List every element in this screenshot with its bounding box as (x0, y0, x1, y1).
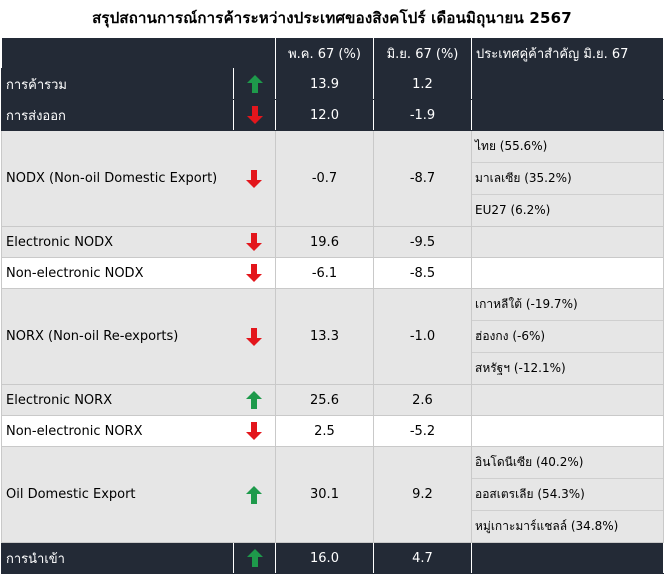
indicator-label: Electronic NODX (1, 226, 234, 258)
trend-cell (233, 257, 276, 289)
header-key-partners: ประเทศคู่ค้าสำคัญ มิ.ย. 67 (471, 38, 664, 69)
down-arrow-icon (246, 106, 263, 124)
trend-cell (233, 384, 276, 416)
partner-item: หมู่เกาะมาร์แชลล์ (34.8%) (475, 519, 619, 533)
partner-item: สหรัฐฯ (-12.1%) (475, 361, 566, 375)
trend-cell (233, 226, 276, 258)
table-row: NORX (Non-oil Re-exports) 13.3 -1.0 เกาหลีใ… (1, 288, 664, 385)
trend-cell (233, 415, 276, 447)
trend-cell (233, 446, 276, 543)
key-partners-cell (471, 257, 664, 289)
trade-summary-table: พ.ค. 67 (%) มิ.ย. 67 (%) ประเทศคู่ค้าสำค… (1, 38, 664, 574)
up-arrow-icon (246, 75, 263, 93)
down-arrow-icon (246, 422, 263, 440)
down-arrow-icon (246, 327, 263, 346)
indicator-label: Non-electronic NODX (1, 257, 234, 289)
table-row: Electronic NORX 25.6 2.6 (1, 384, 664, 416)
may-67-value: 19.6 (275, 226, 374, 258)
may-67-value: 25.6 (275, 384, 374, 416)
table-row: Non-electronic NODX -6.1 -8.5 (1, 257, 664, 289)
key-partners-cell (471, 226, 664, 258)
key-partners-cell (471, 384, 664, 416)
key-partners-cell (471, 99, 664, 131)
jun-67-value: -8.5 (373, 257, 472, 289)
may-67-value: 13.3 (275, 288, 374, 385)
table-row: Electronic NODX 19.6 -9.5 (1, 226, 664, 258)
key-partners-cell (471, 415, 664, 447)
table-row: การส่งออก 12.0 -1.9 (1, 99, 664, 131)
partner-item: อินโดนีเซีย (40.2%) (472, 447, 663, 479)
partner-item: EU27 (6.2%) (475, 203, 551, 217)
key-partners-cell: อินโดนีเซีย (40.2%) ออสเตรเลีย (54.3%) หมู… (471, 446, 664, 543)
trend-cell (233, 130, 276, 227)
may-67-value: 30.1 (275, 446, 374, 543)
may-67-value: 16.0 (275, 542, 374, 574)
key-partners-cell: เกาหลีใต้ (-19.7%) ฮ่องกง (-6%) สหรัฐฯ (-1… (471, 288, 664, 385)
indicator-label: NODX (Non-oil Domestic Export) (1, 130, 234, 227)
page-title: สรุปสถานการณ์การค้าระหว่างประเทศของสิงคโ… (92, 9, 572, 27)
partner-item: ออสเตรเลีย (54.3%) (472, 479, 663, 511)
jun-67-value: 2.6 (373, 384, 472, 416)
may-67-value: 2.5 (275, 415, 374, 447)
table-row: Oil Domestic Export 30.1 9.2 อินโดนีเซีย (4… (1, 446, 664, 543)
indicator-label: การนำเข้า (1, 542, 234, 574)
may-67-value: -0.7 (275, 130, 374, 227)
indicator-label: Oil Domestic Export (1, 446, 234, 543)
may-67-value: -6.1 (275, 257, 374, 289)
indicator-label: Non-electronic NORX (1, 415, 234, 447)
jun-67-value: -5.2 (373, 415, 472, 447)
header-indicator (1, 38, 276, 69)
jun-67-value: -1.0 (373, 288, 472, 385)
table-row: การค้ารวม 13.9 1.2 (1, 68, 664, 100)
indicator-label: การค้ารวม (1, 68, 234, 100)
partner-item: ฮ่องกง (-6%) (472, 321, 663, 353)
trend-cell (233, 99, 276, 131)
down-arrow-icon (246, 169, 263, 188)
down-arrow-icon (246, 233, 263, 251)
table-row: Non-electronic NORX 2.5 -5.2 (1, 415, 664, 447)
trend-cell (233, 288, 276, 385)
key-partners-cell (471, 68, 664, 100)
indicator-label: การส่งออก (1, 99, 234, 131)
may-67-value: 12.0 (275, 99, 374, 131)
jun-67-value: 9.2 (373, 446, 472, 543)
indicator-label: NORX (Non-oil Re-exports) (1, 288, 234, 385)
table-row: การนำเข้า 16.0 4.7 (1, 542, 664, 574)
trend-cell (233, 68, 276, 100)
partner-item: มาเลเซีย (35.2%) (472, 163, 663, 195)
jun-67-value: -8.7 (373, 130, 472, 227)
header-jun-67: มิ.ย. 67 (%) (373, 38, 472, 69)
may-67-value: 13.9 (275, 68, 374, 100)
table-row: NODX (Non-oil Domestic Export) -0.7 -8.7 ไท… (1, 130, 664, 227)
jun-67-value: -9.5 (373, 226, 472, 258)
key-partners-cell (471, 542, 664, 574)
down-arrow-icon (246, 264, 263, 282)
trend-cell (233, 542, 276, 574)
key-partners-cell: ไทย (55.6%) มาเลเซีย (35.2%) EU27 (6.2%) (471, 130, 664, 227)
jun-67-value: 1.2 (373, 68, 472, 100)
jun-67-value: -1.9 (373, 99, 472, 131)
table-header-row: พ.ค. 67 (%) มิ.ย. 67 (%) ประเทศคู่ค้าสำค… (1, 38, 664, 69)
header-may-67: พ.ค. 67 (%) (275, 38, 374, 69)
indicator-label: Electronic NORX (1, 384, 234, 416)
partner-item: เกาหลีใต้ (-19.7%) (472, 289, 663, 321)
up-arrow-icon (246, 549, 263, 567)
jun-67-value: 4.7 (373, 542, 472, 574)
partner-item: ไทย (55.6%) (472, 131, 663, 163)
up-arrow-icon (246, 485, 263, 504)
up-arrow-icon (246, 391, 263, 409)
